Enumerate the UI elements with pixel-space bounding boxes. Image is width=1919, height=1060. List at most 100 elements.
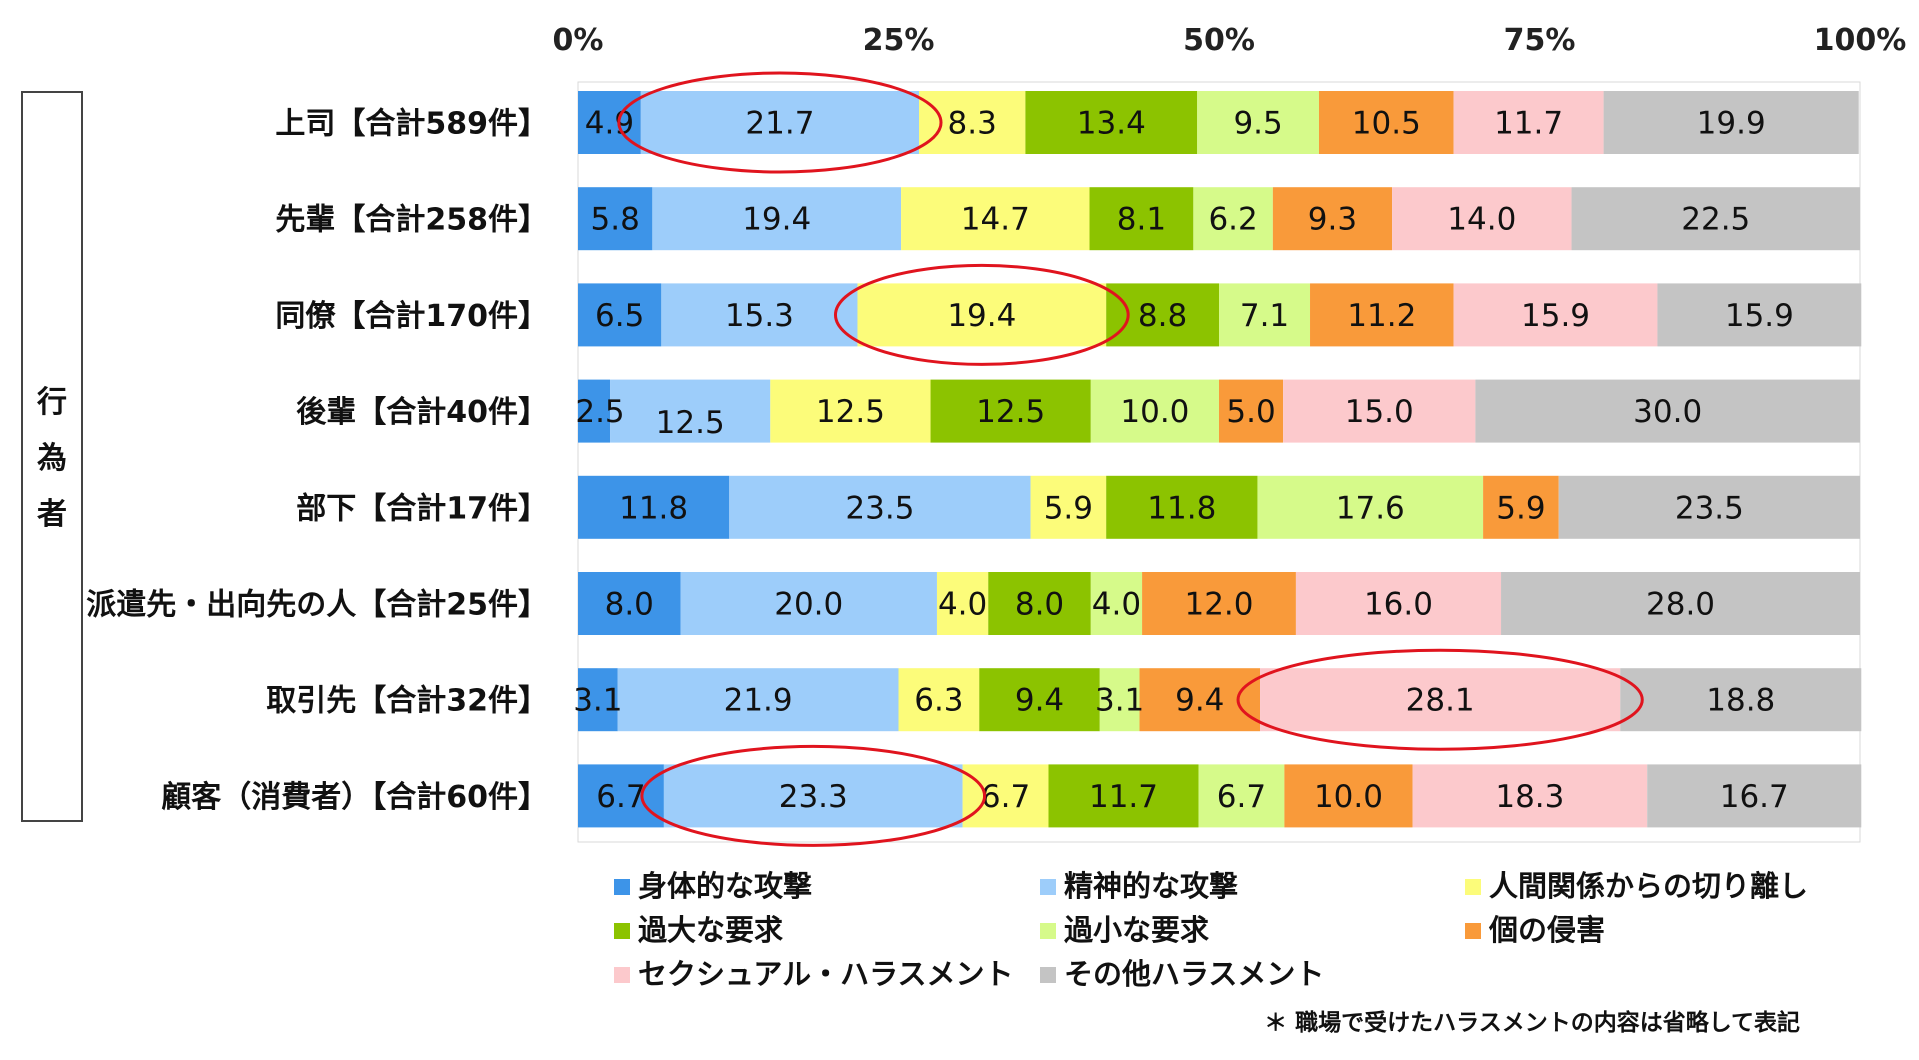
legend-swatch [614,923,630,939]
value-label: 13.4 [1077,106,1146,142]
value-label: 10.5 [1352,106,1421,142]
value-label: 3.1 [573,683,622,719]
bar-segment [1283,379,1476,443]
legend-label: 身体的な攻撃 [638,869,812,903]
legend-swatch [614,879,630,895]
bar-segment [578,379,611,443]
bar-segment [1198,764,1285,828]
bar-segment [578,668,618,732]
value-label: 8.0 [1015,587,1064,623]
value-label: 10.0 [1120,394,1189,430]
bar-segment [652,187,902,251]
bar-segment [617,668,899,732]
value-label: 3.1 [1095,683,1144,719]
value-label: 12.5 [816,394,885,430]
category-label: 先輩【合計258件】 [275,203,548,238]
value-label: 12.0 [1184,587,1253,623]
bar-segment [1620,668,1862,732]
bar-segment [1106,475,1258,539]
value-label: 18.8 [1706,683,1775,719]
bar-segment [1453,283,1658,347]
category-label: 部下【合計17件】 [296,491,548,526]
highlight-ellipse [1236,648,1644,751]
legend-swatch [1040,879,1056,895]
value-label: 4.0 [1092,587,1141,623]
bar-segment [1219,379,1284,443]
value-label: 22.5 [1681,202,1750,238]
x-tick-label: 50% [1183,23,1255,58]
bar-segment [770,379,931,443]
bar-segment [578,187,653,251]
bar-segment [1260,668,1621,732]
bar-segment [1310,283,1454,347]
bar-segment [1048,764,1199,828]
bar-segments [578,91,1862,828]
bar-segment [1412,764,1648,828]
value-label: 14.7 [961,202,1030,238]
value-label: 28.1 [1406,683,1475,719]
value-label: 11.7 [1089,779,1158,815]
bar-segment [1483,475,1559,539]
value-label: 7.1 [1240,298,1289,334]
category-label: 取引先【合計32件】 [266,684,548,719]
bar-segment [962,764,1049,828]
bar-segment [1647,764,1862,828]
bar-segment [640,91,920,154]
bar-segment [898,668,980,732]
value-label: 11.8 [1147,490,1216,526]
value-label: 11.7 [1494,106,1563,142]
legend-swatch [1040,967,1056,983]
legend-label: 精神的な攻撃 [1064,869,1238,903]
bar-segment [578,572,681,635]
bar-segment [1089,187,1194,251]
highlight-ellipse [833,263,1130,366]
value-label: 17.6 [1336,490,1405,526]
value-label: 21.7 [745,106,814,142]
value-label: 8.0 [605,587,654,623]
y-group-label-char: 為 [37,441,67,476]
bar-segment [663,764,963,828]
bar-segment [1453,91,1604,154]
category-label: 顧客（消費者）【合計60件】 [161,780,548,815]
value-label: 9.4 [1015,683,1064,719]
footnote: ＊ 職場で受けたハラスメントの内容は省略して表記 [1264,1009,1800,1036]
value-label: 9.5 [1233,106,1282,142]
value-label: 6.5 [595,298,644,334]
value-label: 12.5 [976,394,1045,430]
value-label: 6.7 [981,779,1030,815]
value-label: 23.5 [845,490,914,526]
legend-label: セクシュアル・ハラスメント [638,957,1014,991]
bar-segment [1392,187,1572,251]
legend-label: その他ハラスメント [1064,957,1324,991]
highlight-ellipses [617,71,1644,847]
bar-segment [1090,572,1143,635]
bar-segment [930,379,1091,443]
bar-segment [1197,91,1319,154]
bar-segment [1139,668,1261,732]
bar-segment [578,91,641,154]
value-label: 15.9 [1725,298,1794,334]
category-labels: 上司【合計589件】先輩【合計258件】同僚【合計170件】後輩【合計40件】部… [86,107,548,815]
value-label: 6.7 [596,779,645,815]
y-group-label-char: 行 [36,385,67,420]
bar-segment [901,187,1090,251]
bar-segment [1475,379,1860,443]
value-label: 8.1 [1117,202,1166,238]
value-label: 23.3 [779,779,848,815]
bar-segment [680,572,937,635]
value-label: 18.3 [1495,779,1564,815]
y-group-label: 行為者 [36,385,67,532]
bar-segment [578,764,664,828]
value-label: 15.3 [725,298,794,334]
bar-segment [1142,572,1296,635]
value-label: 5.9 [1044,490,1093,526]
value-label: 16.0 [1364,587,1433,623]
legend-swatch [1040,923,1056,939]
value-label: 5.8 [591,202,640,238]
value-label: 19.9 [1697,106,1766,142]
legend-swatch [614,967,630,983]
value-label: 5.9 [1496,490,1545,526]
legend-label: 過大な要求 [638,913,783,947]
